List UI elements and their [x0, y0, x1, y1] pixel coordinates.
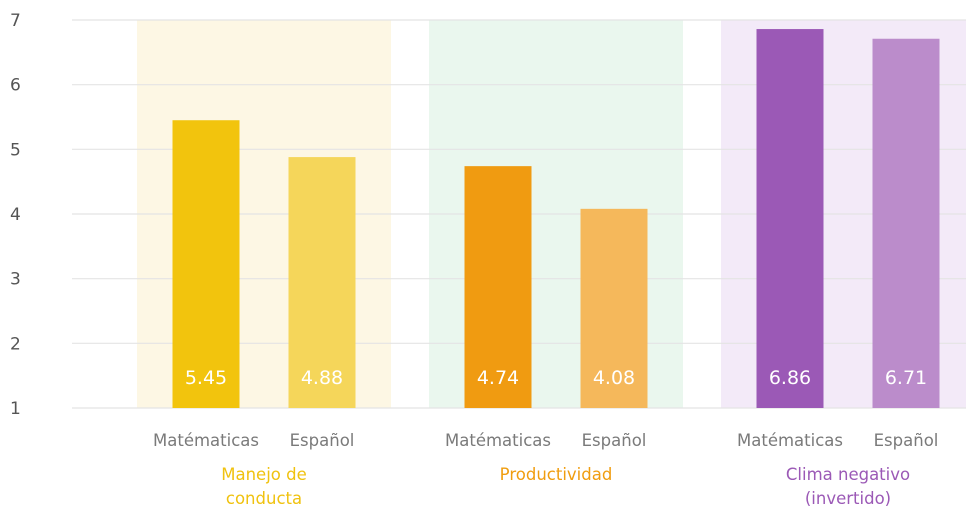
bar — [872, 38, 940, 409]
y-tick-label: 6 — [10, 76, 21, 96]
bar-value-label: 4.88 — [301, 367, 343, 389]
bar — [464, 166, 532, 408]
bar — [288, 157, 356, 408]
group-label: Productividad — [500, 465, 613, 484]
bar-value-label: 4.08 — [593, 367, 635, 389]
bar-value-label: 6.86 — [769, 367, 811, 389]
y-tick-label: 3 — [10, 270, 21, 290]
x-tick-label: Español — [582, 431, 647, 450]
y-tick-label: 5 — [10, 140, 21, 160]
bar — [172, 120, 240, 408]
x-tick-label: Matématicas — [737, 431, 843, 450]
group-label: (invertido) — [805, 489, 891, 508]
x-tick-label: Matématicas — [445, 431, 551, 450]
bar-value-label: 5.45 — [185, 367, 227, 389]
bar — [756, 29, 824, 408]
y-tick-label: 2 — [10, 334, 21, 354]
y-axis: 1 2 3 4 5 6 7 — [10, 11, 21, 419]
group-label: conducta — [226, 489, 302, 508]
group-label: Manejo de — [221, 465, 307, 484]
bar-value-label: 6.71 — [885, 367, 927, 389]
group-labels: Manejo de conducta Productividad Clima nega… — [221, 465, 910, 508]
y-tick-label: 4 — [10, 205, 21, 225]
bar — [580, 208, 648, 408]
y-tick-label: 1 — [10, 399, 21, 419]
bars: 5.45 4.88 4.74 4.08 6.86 6.71 — [172, 29, 940, 409]
x-axis-labels: Matématicas Español Matématicas Español Maté… — [153, 431, 938, 450]
x-tick-label: Español — [874, 431, 939, 450]
x-tick-label: Matématicas — [153, 431, 259, 450]
x-tick-label: Español — [290, 431, 355, 450]
y-tick-label: 7 — [10, 11, 21, 31]
group-label: Clima negativo — [786, 465, 910, 484]
bar-value-label: 4.74 — [477, 367, 519, 389]
